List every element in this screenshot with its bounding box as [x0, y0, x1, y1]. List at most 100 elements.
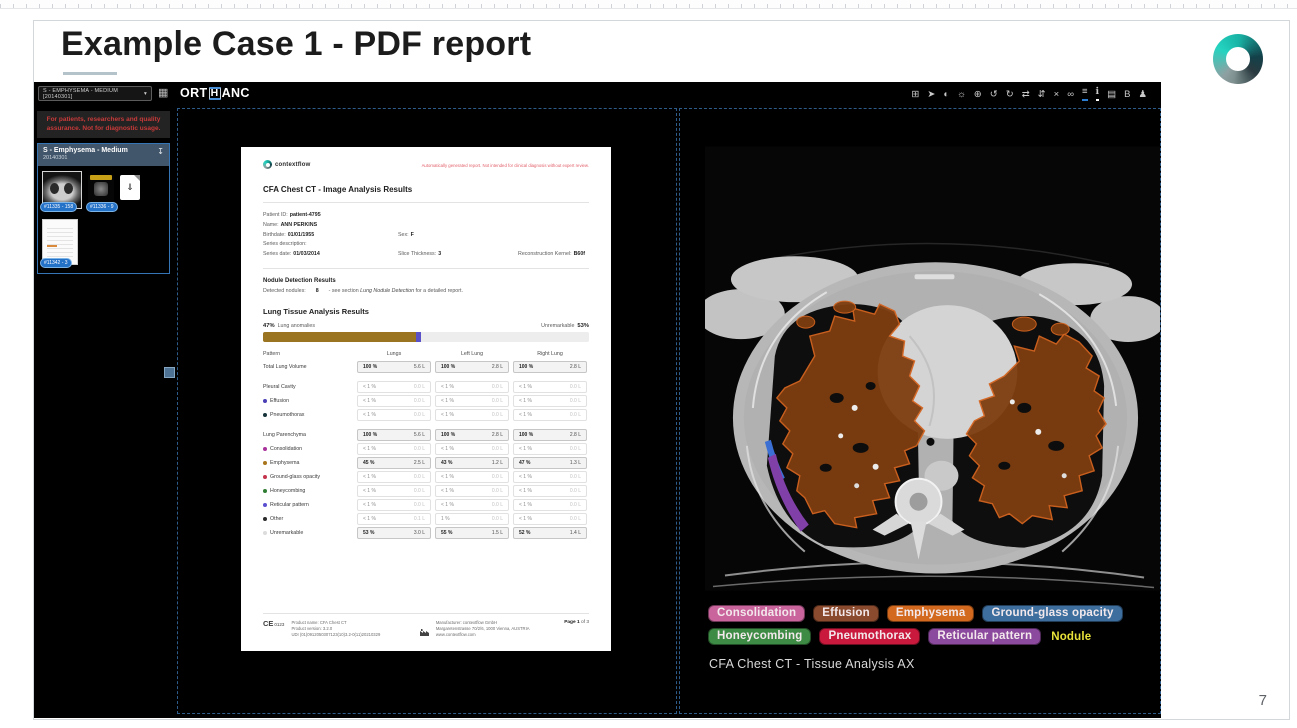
contrast-icon[interactable]: ◐: [943, 89, 950, 100]
row-label: Pneumothorax: [263, 409, 355, 421]
report-page-number: Page 1 of 3: [564, 620, 589, 625]
table-cell: < 1 % 0.0 L: [435, 498, 509, 511]
table-row: Other < 1 % 0.1 L 1 % 0.0 L < 1 % 0.0 L: [263, 512, 589, 525]
table-cell: < 1 % 0.0 L: [513, 442, 587, 455]
row-label: Ground-glass opacity: [263, 471, 355, 483]
redo-icon[interactable]: ↻: [1005, 89, 1014, 100]
patient-name-value: ANN PERKINS: [280, 221, 318, 228]
table-cell: 1 % 0.0 L: [435, 512, 509, 525]
cursor-icon[interactable]: ➤: [927, 89, 936, 100]
row-label: Effusion: [263, 395, 355, 407]
report-brand: contextflow: [263, 160, 311, 169]
brand-name: contextflow: [275, 161, 311, 168]
table-cell: < 1 % 0.0 L: [357, 498, 431, 511]
table-cell: < 1 % 0.0 L: [513, 380, 587, 393]
scroll-stack-icon[interactable]: ⇵: [1037, 89, 1046, 100]
table-cell: 52 % 1.4 L: [513, 526, 587, 539]
info-icon[interactable]: ℹ: [1095, 86, 1100, 101]
table-cell: < 1 % 0.0 L: [357, 394, 431, 407]
patient-info: Patient ID: patient-4795 Name: ANN PERKINS…: [263, 211, 589, 260]
series-date: 20140301: [43, 155, 68, 161]
bar-segment: [421, 331, 589, 342]
table-cell: < 1 % 0.0 L: [357, 408, 431, 421]
row-label: Pleural Cavity: [263, 383, 296, 390]
col-lungs: Lungs: [386, 350, 402, 357]
col-left-lung: Left Lung: [460, 350, 484, 357]
table-cell: < 1 % 0.0 L: [513, 470, 587, 483]
factory-icon: [419, 623, 429, 641]
table-cell: < 1 % 0.0 L: [513, 394, 587, 407]
pattern-color-dot: [263, 412, 267, 417]
series-badge: #11336 - 9: [86, 202, 118, 212]
kernel-field: Reconstruction Kernel: B60f: [518, 251, 586, 258]
orthanc-logo-pre: ORT: [180, 86, 208, 100]
ct-caption: CFA Chest CT - Tissue Analysis AX: [709, 657, 915, 671]
unremarkable-pct: 53%: [577, 322, 589, 329]
bold-annotation-icon[interactable]: B: [1124, 89, 1131, 100]
tissue-heading: Lung Tissue Analysis Results: [263, 306, 369, 316]
scout-annotation-bar: [90, 175, 112, 180]
presentation-ruler: [0, 0, 1297, 9]
legend-chip-honeycombing: Honeycombing: [708, 628, 812, 645]
user-icon[interactable]: ♟: [1138, 89, 1147, 100]
table-cell: < 1 % 0.0 L: [513, 408, 587, 421]
series-description-label: Series description:: [263, 241, 307, 248]
legend-chip-ground-glass-opacity: Ground-glass opacity: [982, 605, 1123, 622]
thumbnail-scout[interactable]: #11336 - 9: [86, 171, 118, 212]
table-cell: 43 % 1.2 L: [435, 456, 509, 469]
table-cell: < 1 % 0.0 L: [513, 484, 587, 497]
pattern-color-dot: [263, 446, 267, 451]
layout-grid-icon[interactable]: ⊞: [911, 89, 920, 100]
series-thumbnails: #11335 - 158 #11336 - 9: [38, 166, 169, 273]
series-date-field: Series date: 01/03/2014: [263, 251, 320, 258]
table-cell: 55 % 1.5 L: [435, 526, 509, 539]
series-grid-icon[interactable]: ▦: [158, 87, 169, 99]
segmentation-legend: Consolidation Effusion Emphysema Ground-gla…: [708, 605, 1123, 645]
pattern-color-dot: [263, 502, 267, 507]
series-panel-header[interactable]: S - Emphysema - Medium 20140301 ↧: [38, 144, 169, 166]
zoom-icon[interactable]: ⊕: [973, 89, 982, 100]
pattern-color-dot: [263, 488, 267, 493]
row-label: Reticular pattern: [263, 499, 355, 511]
print-icon[interactable]: ▤: [1107, 89, 1117, 100]
series-panel[interactable]: S - Emphysema - Medium 20140301 ↧ #11335…: [37, 143, 170, 274]
viewport-pdf[interactable]: contextflow Automatically generated repo…: [177, 108, 677, 714]
close-icon[interactable]: ×: [1053, 89, 1060, 100]
table-row: Pneumothorax < 1 % 0.0 L < 1 % 0.0 L < 1 % 0.0…: [263, 408, 589, 421]
divider: [263, 202, 589, 203]
table-row: Honeycombing < 1 % 0.0 L < 1 % 0.0 L < 1 % 0.0…: [263, 484, 589, 497]
study-selector-dropdown[interactable]: S - EMPHYSEMA - MEDIUM [20140301] ▾: [38, 86, 152, 101]
thumbnail-pdf[interactable]: ⇓: [120, 171, 140, 200]
page-fold: [134, 175, 140, 181]
ct-image[interactable]: [697, 146, 1166, 591]
ce-mark: CE0123: [263, 619, 285, 628]
table-cell: 100 % 2.8 L: [513, 428, 587, 441]
series-badge: #11342 - 3: [40, 258, 72, 268]
row-label: Unremarkable: [263, 527, 355, 539]
undo-icon[interactable]: ↺: [989, 89, 998, 100]
viewer-toolbar: ⊞ ➤ ◐ ☼ ⊕ ↺ ↻ ⇄ ⇵ × ∞ ≡ ℹ ▤ B ♟: [911, 85, 1147, 101]
tissue-table: Pattern Lungs Left Lung Right Lung Total…: [263, 351, 589, 539]
nodule-heading: Nodule Detection Results: [263, 277, 336, 284]
thumbnail-ct-axial[interactable]: #11335 - 158: [40, 171, 82, 212]
table-cell: 100 % 2.8 L: [435, 360, 509, 373]
download-icon[interactable]: ↧: [157, 147, 164, 156]
orthanc-viewer: S - EMPHYSEMA - MEDIUM [20140301] ▾ ▦ OR…: [34, 82, 1166, 718]
sidebar-splitter-handle[interactable]: [164, 367, 175, 378]
bar-segment: [416, 331, 422, 342]
swap-icon[interactable]: ⇄: [1021, 89, 1030, 100]
anomalies-pct: 47%: [263, 322, 275, 329]
legend-chip-consolidation: Consolidation: [708, 605, 806, 622]
chevron-down-icon: ▾: [144, 90, 147, 97]
viewport-ct[interactable]: Consolidation Effusion Emphysema Ground-gla…: [679, 108, 1166, 714]
orthanc-logo-h: H: [208, 86, 221, 100]
patient-id-label: Patient ID:: [263, 212, 288, 218]
link-icon[interactable]: ∞: [1067, 89, 1074, 100]
table-cell: 47 % 1.3 L: [513, 456, 587, 469]
series-list-icon[interactable]: ≡: [1081, 86, 1088, 101]
table-row: Ground-glass opacity < 1 % 0.0 L < 1 % 0.0 L…: [263, 470, 589, 483]
brightness-icon[interactable]: ☼: [957, 89, 966, 100]
table-cell: 100 % 5.6 L: [357, 428, 431, 441]
thumbnail-report-doc[interactable]: #11342 - 3: [40, 219, 78, 268]
pdf-file-icon: ⇓: [120, 175, 140, 200]
